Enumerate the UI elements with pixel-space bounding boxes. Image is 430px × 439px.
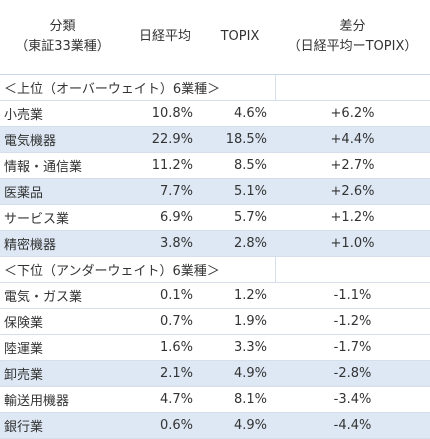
weight-diff: -1.7%: [275, 334, 430, 361]
nikkei-weight: 4.7%: [125, 386, 205, 413]
sector-name: サービス業: [0, 204, 125, 231]
table-row: 小売業 10.8% 4.6% +6.2%: [0, 100, 430, 127]
section-header-underweight: ＜下位（アンダーウェイト）6業種＞: [0, 256, 430, 283]
table-row: 情報・通信業 11.2% 8.5% +2.7%: [0, 152, 430, 179]
weight-diff: -4.4%: [275, 412, 430, 439]
topix-weight: 18.5%: [205, 126, 275, 153]
topix-weight: 5.7%: [205, 204, 275, 231]
nikkei-weight: 6.9%: [125, 204, 205, 231]
weight-diff: -2.8%: [275, 360, 430, 387]
topix-weight: 1.9%: [205, 308, 275, 335]
nikkei-weight: 11.2%: [125, 152, 205, 179]
nikkei-weight: 1.6%: [125, 334, 205, 361]
sector-name: 小売業: [0, 100, 125, 127]
topix-weight: 1.2%: [205, 282, 275, 309]
weight-diff: -3.4%: [275, 386, 430, 413]
section-title: ＜下位（アンダーウェイト）6業種＞: [0, 256, 276, 283]
table-row: 電気・ガス業 0.1% 1.2% -1.1%: [0, 282, 430, 309]
sector-name: 陸運業: [0, 334, 125, 361]
section-title: ＜上位（オーバーウェイト）6業種＞: [0, 74, 276, 101]
table-row: 精密機器 3.8% 2.8% +1.0%: [0, 230, 430, 257]
sector-name: 輸送用機器: [0, 386, 125, 413]
sector-name: 電気機器: [0, 126, 125, 153]
weight-diff: +2.6%: [275, 178, 430, 205]
table-row: 輸送用機器 4.7% 8.1% -3.4%: [0, 386, 430, 413]
table-row: 卸売業 2.1% 4.9% -2.8%: [0, 360, 430, 387]
topix-weight: 4.6%: [205, 100, 275, 127]
nikkei-weight: 0.6%: [125, 412, 205, 439]
topix-weight: 4.9%: [205, 412, 275, 439]
table-row: 保険業 0.7% 1.9% -1.2%: [0, 308, 430, 335]
sector-name: 電気・ガス業: [0, 282, 125, 309]
table-row: 医薬品 7.7% 5.1% +2.6%: [0, 178, 430, 205]
topix-weight: 3.3%: [205, 334, 275, 361]
sector-name: 保険業: [0, 308, 125, 335]
sector-name: 卸売業: [0, 360, 125, 387]
sector-name: 医薬品: [0, 178, 125, 205]
section-blank-cell: [275, 74, 430, 101]
nikkei-weight: 3.8%: [125, 230, 205, 257]
header-sector: 分類 （東証33業種）: [0, 0, 125, 75]
weight-diff: +2.7%: [275, 152, 430, 179]
table-row: 陸運業 1.6% 3.3% -1.7%: [0, 334, 430, 361]
nikkei-weight: 22.9%: [125, 126, 205, 153]
weight-diff: +1.2%: [275, 204, 430, 231]
header-diff-line2: （日経平均ーTOPIX）: [287, 39, 418, 54]
weight-diff: -1.1%: [275, 282, 430, 309]
topix-weight: 2.8%: [205, 230, 275, 257]
topix-weight: 8.1%: [205, 386, 275, 413]
section-blank-cell: [275, 256, 430, 283]
nikkei-weight: 10.8%: [125, 100, 205, 127]
header-sector-line2: （東証33業種）: [15, 39, 110, 54]
table-row: サービス業 6.9% 5.7% +1.2%: [0, 204, 430, 231]
sector-name: 銀行業: [0, 412, 125, 439]
header-diff-line1: 差分: [339, 19, 366, 34]
topix-weight: 4.9%: [205, 360, 275, 387]
topix-weight: 5.1%: [205, 178, 275, 205]
header-topix: TOPIX: [205, 0, 275, 75]
sector-name: 情報・通信業: [0, 152, 125, 179]
weight-diff: -1.2%: [275, 308, 430, 335]
section-header-overweight: ＜上位（オーバーウェイト）6業種＞: [0, 74, 430, 101]
topix-weight: 8.5%: [205, 152, 275, 179]
nikkei-weight: 2.1%: [125, 360, 205, 387]
sector-name: 精密機器: [0, 230, 125, 257]
weight-diff: +1.0%: [275, 230, 430, 257]
nikkei-weight: 0.7%: [125, 308, 205, 335]
header-diff: 差分 （日経平均ーTOPIX）: [275, 0, 430, 75]
nikkei-weight: 0.1%: [125, 282, 205, 309]
weight-diff: +6.2%: [275, 100, 430, 127]
header-row: 分類 （東証33業種） 日経平均 TOPIX 差分 （日経平均ーTOPIX）: [0, 0, 430, 75]
nikkei-weight: 7.7%: [125, 178, 205, 205]
header-sector-line1: 分類: [49, 19, 76, 34]
table-row: 電気機器 22.9% 18.5% +4.4%: [0, 126, 430, 153]
header-nikkei: 日経平均: [125, 0, 205, 75]
table-row: 銀行業 0.6% 4.9% -4.4%: [0, 412, 430, 439]
weight-diff: +4.4%: [275, 126, 430, 153]
